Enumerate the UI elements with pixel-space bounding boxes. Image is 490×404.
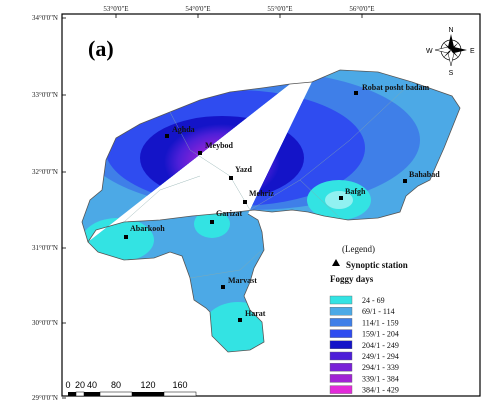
station-label-yazd: Yazd <box>235 165 252 174</box>
legend-swatch-2 <box>329 318 353 327</box>
station-label-bahabad: Bahabad <box>409 170 440 179</box>
map-frame <box>61 13 481 397</box>
compass-s: S <box>449 70 454 77</box>
lat-tick-31: 31°0'0"N <box>32 244 58 252</box>
lat-tick-33: 33°0'0"N <box>32 91 58 99</box>
province-border-west <box>81 81 313 243</box>
compass-n: N <box>448 27 453 34</box>
station-marker <box>221 285 225 289</box>
scale-label-80: 80 <box>111 380 121 390</box>
station-label-mehriz: Mehriz <box>249 189 274 198</box>
station-aghda: Aghda <box>165 125 195 138</box>
lon-tick-56: 56°0'0"E <box>349 5 374 13</box>
legend-station-label: Synoptic station <box>346 260 408 270</box>
legend-class-label-1: 69/1 - 114 <box>362 307 395 316</box>
scale-label-160: 160 <box>172 380 187 390</box>
station-label-meybod: Meybod <box>205 141 234 150</box>
lat-tick-34: 34°0'0"N <box>32 14 58 22</box>
legend-class-label-6: 294/1 - 339 <box>362 363 399 372</box>
station-bahabad: Bahabad <box>403 170 440 183</box>
station-yazd: Yazd <box>229 165 252 180</box>
station-label-robat-posht-badam: Robat posht badam <box>362 83 429 92</box>
legend-classes: 24 - 69 69/1 - 114 114/1 - 159 159/1 - 204 2… <box>329 295 399 395</box>
panel-label: (a) <box>88 36 114 61</box>
station-label-marvast: Marvast <box>228 276 257 285</box>
lat-tick-30: 30°0'0"N <box>32 319 58 327</box>
legend-swatch-5 <box>329 351 353 361</box>
station-marker <box>339 196 343 200</box>
compass-w: W <box>426 48 433 55</box>
station-label-abarkooh: Abarkooh <box>130 224 165 233</box>
station-label-bafgh: Bafgh <box>345 187 366 196</box>
legend-title: (Legend) <box>342 244 375 254</box>
scale-label-120: 120 <box>140 380 155 390</box>
compass-rose: N S E W <box>426 27 475 77</box>
scale-label-20: 20 <box>75 380 85 390</box>
station-marker <box>238 318 242 322</box>
station-garizat: Garizat <box>210 209 243 224</box>
station-robat-posht-badam: Robat posht badam <box>354 83 429 95</box>
legend-swatch-1 <box>329 307 353 316</box>
scale-label-0: 0 <box>65 380 70 390</box>
station-marker <box>354 91 358 95</box>
legend-class-label-2: 114/1 - 159 <box>362 318 399 327</box>
station-label-harat: Harat <box>245 309 266 318</box>
legend-class-label-5: 249/1 - 294 <box>362 352 399 361</box>
station-marker <box>210 220 214 224</box>
legend: (Legend) Synoptic station Foggy days 24 … <box>329 244 408 395</box>
station-abarkooh: Abarkooh <box>124 224 165 239</box>
legend-swatch-7 <box>329 374 353 383</box>
station-marker <box>165 134 169 138</box>
station-marvast: Marvast <box>221 276 257 289</box>
station-label-garizat: Garizat <box>216 209 243 218</box>
lat-tick-32: 32°0'0"N <box>32 168 58 176</box>
province-border <box>87 69 461 353</box>
legend-swatch-6 <box>329 363 353 372</box>
station-marker <box>198 151 202 155</box>
station-marker <box>403 179 407 183</box>
legend-class-label-7: 339/1 - 384 <box>362 374 399 383</box>
scale-bar: 0 20 40 80 120 160 <box>65 380 197 397</box>
station-marker <box>229 176 233 180</box>
legend-swatch-0 <box>329 295 353 305</box>
legend-foggy-label: Foggy days <box>330 274 374 284</box>
station-layer: Robat posht badam Aghda Meybod Yazd Mehriz Ba… <box>124 83 440 322</box>
legend-class-label-0: 24 - 69 <box>362 296 385 305</box>
station-label-aghda: Aghda <box>172 125 195 134</box>
lon-tick-54: 54°0'0"E <box>185 5 210 13</box>
station-harat: Harat <box>238 309 266 322</box>
legend-swatch-8 <box>329 385 353 394</box>
station-bafgh: Bafgh <box>339 187 366 200</box>
legend-class-label-8: 384/1 - 429 <box>362 386 399 395</box>
legend-class-label-4: 204/1 - 249 <box>362 341 399 350</box>
station-legend-symbol <box>332 259 340 266</box>
scale-label-40: 40 <box>87 380 97 390</box>
station-marker <box>124 235 128 239</box>
station-mehriz: Mehriz <box>243 189 274 204</box>
legend-swatch-3 <box>329 329 353 338</box>
county-lines <box>123 81 413 279</box>
compass-e: E <box>470 48 475 55</box>
lon-tick-55: 55°0'0"E <box>267 5 292 13</box>
province-zones <box>82 70 460 352</box>
lat-tick-29: 29°0'0"N <box>32 394 58 402</box>
station-meybod: Meybod <box>198 141 234 155</box>
station-marker <box>243 200 247 204</box>
legend-class-label-3: 159/1 - 204 <box>362 330 399 339</box>
lon-tick-53: 53°0'0"E <box>103 5 128 13</box>
legend-swatch-4 <box>329 340 353 349</box>
